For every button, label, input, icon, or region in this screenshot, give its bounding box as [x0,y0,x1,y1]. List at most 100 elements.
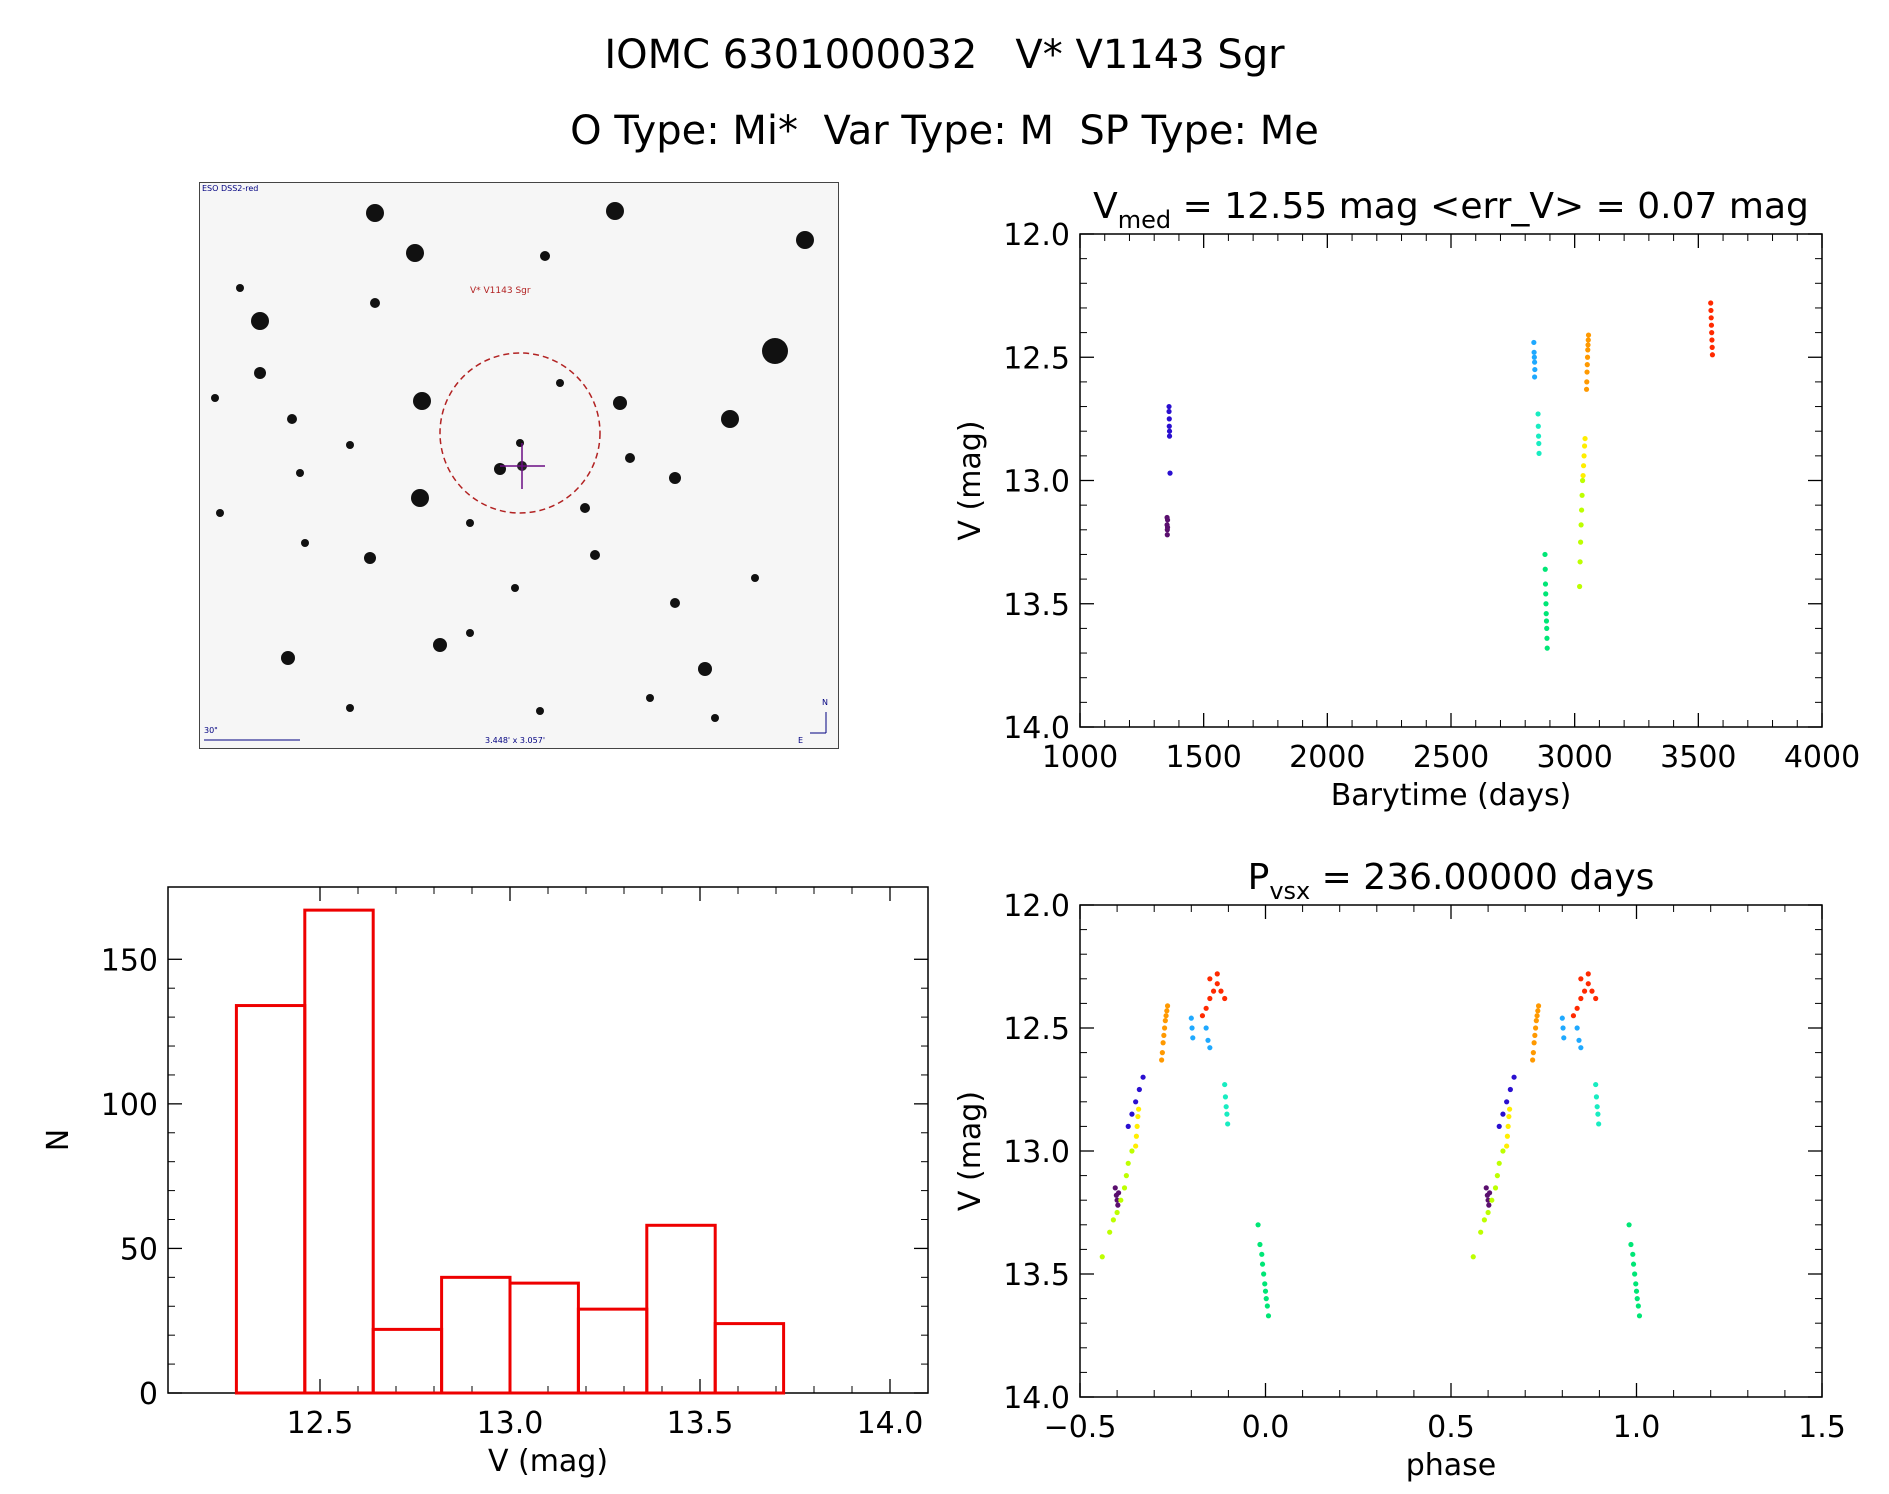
star [370,298,380,308]
phased-point [1635,1303,1641,1309]
sky-image-svg: ESO DSS2-red V* V1143 Sgr 30" 3.448' x 3… [200,183,838,748]
phased-point [1483,1185,1489,1191]
phased-point [1115,1202,1121,1208]
star [751,574,759,582]
phased-xtick-label: 0.0 [1242,1410,1290,1445]
phased-point [1223,1104,1229,1110]
star [366,204,384,222]
lightcurve-xtick-label: 4000 [1784,740,1860,775]
phased-point [1596,1121,1602,1127]
phased-point [1115,1190,1122,1196]
phased-point [1159,1050,1165,1056]
lightcurve-point [1577,559,1583,565]
lightcurve-point [1164,517,1171,523]
phased-point [1107,1229,1113,1235]
star [540,251,550,261]
phased-point [1504,1133,1510,1139]
phased-point [1530,1057,1536,1063]
phased-point [1161,1025,1168,1031]
phased-point [1218,988,1224,994]
lightcurve-point [1166,423,1172,429]
lightcurve-point [1580,463,1587,469]
histogram-bar [713,1322,786,1395]
lightcurve-point [1584,354,1591,360]
phased-point [1262,1288,1269,1294]
lightcurve-point [1543,618,1550,624]
phased-point [1570,1013,1577,1019]
phased-point [1110,1217,1116,1223]
phased-point [1160,1040,1166,1046]
phased-ylabel: V (mag) [953,1091,988,1211]
phased-point [1478,1229,1484,1235]
phased-point [1481,1217,1487,1223]
phased-point [1264,1303,1270,1309]
lightcurve-point [1166,428,1173,434]
phased-point [1134,1123,1140,1129]
histogram-xtick-label: 14.0 [857,1406,924,1441]
phased-point [1593,995,1599,1002]
phased-point [1159,1057,1165,1063]
lightcurve-point [1544,625,1550,632]
phased-point [1129,1111,1135,1117]
phased-point [1136,1086,1142,1093]
phased-point [1133,1133,1139,1139]
lightcurve-point [1544,635,1550,641]
lightcurve-point [1542,551,1548,558]
phased-point [1262,1281,1268,1287]
histogram-bar [303,908,375,1395]
phased-point [1190,1035,1196,1041]
star-field [211,202,814,722]
phased-point [1140,1074,1146,1080]
phased-point [1507,1106,1513,1112]
lightcurve-point [1535,423,1541,429]
phased-point [1593,1094,1600,1100]
star [413,392,431,410]
phased-title-pre: P [1248,857,1270,898]
histogram-xtick-label: 13.5 [667,1406,734,1441]
star [669,472,681,484]
lightcurve-point [1583,386,1590,392]
phased-point [1225,1121,1231,1127]
phased-xtick-label: −0.5 [1044,1410,1117,1445]
histogram-xtick-label: 13.0 [477,1406,544,1441]
lightcurve-point [1166,408,1172,415]
phased-point [1222,1081,1228,1088]
lightcurve-point [1164,532,1170,538]
lightcurve-point [1582,435,1588,442]
lightcurve-ytick-label: 12.0 [1003,218,1070,253]
figure-title-line-1: IOMC 6301000032 V* V1143 Sgr [604,32,1285,78]
lightcurve-point [1531,354,1537,360]
phased-point [1535,1003,1542,1009]
phased-point [1118,1197,1124,1203]
phased-point [1533,1018,1539,1024]
phased-point [1207,1045,1213,1051]
phased-point [1578,1045,1584,1051]
lightcurve-ytick-label: 13.0 [1003,465,1070,500]
lightcurve-point [1584,362,1590,368]
lightcurve-ytick-label: 13.5 [1003,588,1070,623]
star [301,539,309,547]
lightcurve-point [1166,403,1172,410]
lightcurve-point [1708,300,1714,306]
lightcurve-point [1579,477,1586,484]
phased-point [1214,971,1220,977]
phased-point [1125,1123,1131,1129]
phased-point [1265,1313,1272,1319]
star [254,367,266,379]
lightcurve-xtick-label: 1000 [1042,740,1118,775]
lightcurve-ylabel: V (mag) [953,420,988,540]
lightcurve-point [1709,330,1715,336]
phased-point [1628,1241,1634,1248]
phased-point [1207,976,1213,982]
phased-point [1133,1143,1139,1149]
lightcurve-point [1585,332,1592,338]
phased-title: Pvsx = 236.00000 days [1248,857,1655,905]
lightcurve-point [1532,366,1538,373]
phased-point [1161,1032,1167,1038]
phased-point [1125,1160,1131,1166]
phased-xtick-label: 1.5 [1798,1410,1846,1445]
phased-point [1133,1099,1139,1105]
star [346,704,354,712]
phased-point [1203,1005,1209,1011]
star [406,244,424,262]
